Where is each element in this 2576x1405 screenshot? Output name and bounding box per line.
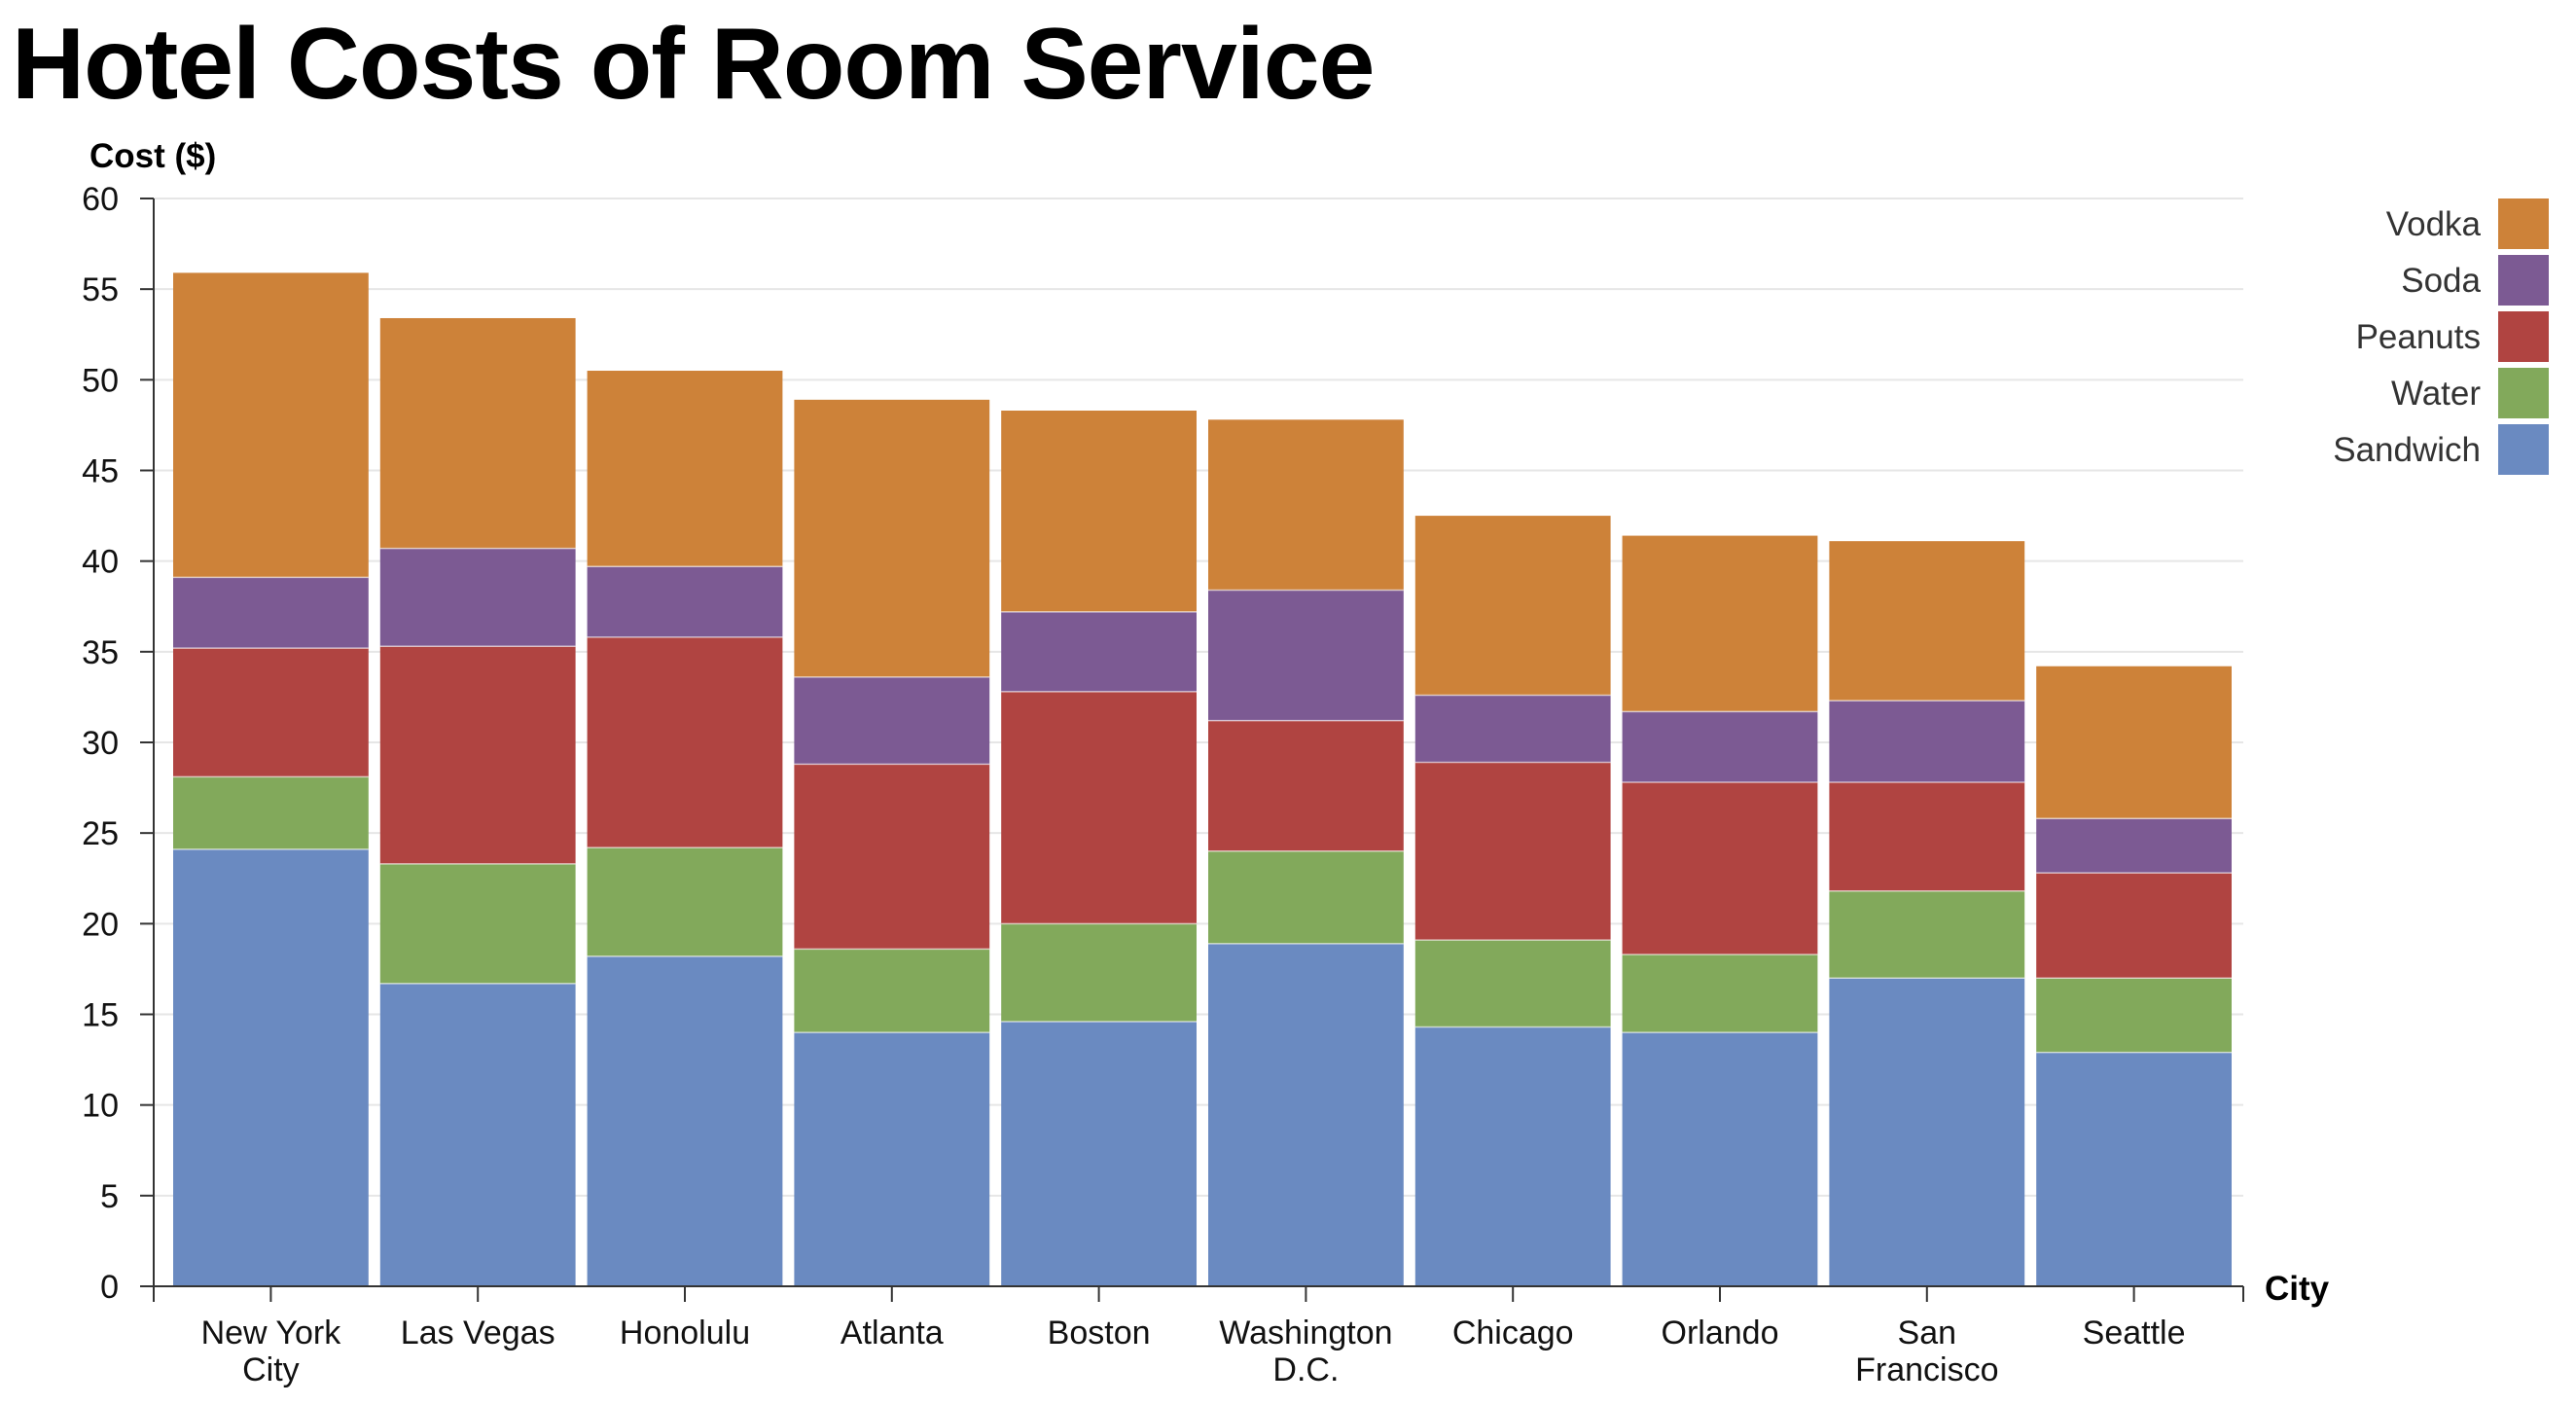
bar-segment-soda (587, 566, 783, 637)
y-tick-label: 30 (82, 725, 119, 762)
bar-segment-peanuts (379, 646, 576, 864)
bar-segment-soda (1414, 695, 1611, 763)
bar-segment-vodka (1829, 541, 2025, 702)
legend-label-vodka: Vodka (2386, 205, 2482, 243)
bar-segment-sandwich (1414, 1027, 1611, 1286)
bar-segment-peanuts (1001, 691, 1197, 924)
bar-segment-water (1829, 890, 2025, 979)
x-tick-label: Chicago (1452, 1315, 1574, 1351)
bar-segment-sandwich (1001, 1021, 1197, 1286)
y-axis-title: Cost ($) (89, 137, 216, 175)
x-tick-label: Honolulu (620, 1315, 750, 1351)
x-tick-label: San Francisco (1855, 1315, 1998, 1388)
bar-segment-sandwich (2036, 1052, 2232, 1286)
x-tick-label: Orlando (1662, 1315, 1779, 1351)
bar-segment-peanuts (1414, 762, 1611, 941)
legend-label-sandwich: Sandwich (2333, 431, 2481, 469)
bar-segment-soda (1829, 701, 2025, 782)
chart-title: Hotel Costs of Room Service (12, 8, 1375, 121)
bar-segment-vodka (173, 272, 369, 578)
bar-segment-water (587, 847, 783, 956)
x-tick-label: Atlanta (841, 1315, 944, 1351)
bar-segment-soda (379, 548, 576, 647)
bar-segment-peanuts (1829, 781, 2025, 891)
bar-segment-vodka (2036, 666, 2232, 819)
bar-segment-sandwich (1829, 978, 2025, 1286)
y-tick-label: 35 (82, 634, 119, 671)
bar-segment-soda (1001, 611, 1197, 692)
bar-segment-water (794, 949, 990, 1033)
bar-segment-water (1414, 940, 1611, 1027)
bar-segment-vodka (1001, 411, 1197, 612)
bar-segment-water (2036, 978, 2232, 1053)
x-tick-label: Washington D.C. (1219, 1315, 1392, 1388)
legend-swatch-vodka (2498, 198, 2549, 249)
bar-segment-peanuts (587, 636, 783, 848)
bars (173, 272, 2232, 1286)
bar-segment-vodka (587, 371, 783, 567)
bar-segment-sandwich (587, 955, 783, 1286)
legend-swatch-peanuts (2498, 311, 2549, 362)
bar-segment-water (173, 776, 369, 849)
legend-label-peanuts: Peanuts (2356, 318, 2481, 356)
y-tick-label: 20 (82, 906, 119, 943)
bar-segment-sandwich (794, 1032, 990, 1286)
bar-segment-soda (794, 676, 990, 765)
bar-segment-sandwich (1208, 943, 1404, 1286)
bar-segment-sandwich (379, 983, 576, 1286)
bar-segment-peanuts (173, 648, 369, 777)
y-tick-label: 5 (100, 1178, 119, 1215)
bar-segment-soda (173, 577, 369, 649)
x-tick-label: New York City (201, 1315, 342, 1388)
y-tick-label: 25 (82, 815, 119, 852)
bar-segment-water (1208, 850, 1404, 944)
bar-segment-water (1001, 923, 1197, 1022)
legend: Vodka Soda Peanuts Water Sandwich (2333, 198, 2549, 475)
axes: 0 5 10 15 20 25 30 35 40 45 50 55 60 New York City Las … (82, 181, 2244, 1388)
bar-segment-water (379, 863, 576, 984)
y-tick-label: 60 (82, 181, 119, 218)
y-tick-label: 0 (100, 1269, 119, 1306)
y-tick-label: 45 (82, 453, 119, 490)
x-tick-label: Seattle (2083, 1315, 2186, 1351)
bar-segment-vodka (1414, 516, 1611, 696)
legend-label-water: Water (2391, 375, 2481, 413)
x-tick-label: Las Vegas (401, 1315, 555, 1351)
bar-segment-sandwich (173, 848, 369, 1286)
x-tick-label: Boston (1048, 1315, 1151, 1351)
bar-segment-vodka (794, 399, 990, 677)
y-tick-label: 50 (82, 362, 119, 399)
bar-segment-sandwich (1622, 1032, 1818, 1286)
legend-swatch-water (2498, 368, 2549, 418)
bar-segment-soda (1622, 711, 1818, 782)
y-tick-label: 55 (82, 271, 119, 308)
y-tick-label: 15 (82, 997, 119, 1034)
bar-segment-peanuts (1622, 781, 1818, 955)
bar-segment-peanuts (1208, 720, 1404, 851)
bar-segment-water (1622, 955, 1818, 1033)
bar-segment-soda (1208, 590, 1404, 721)
y-tick-label: 10 (82, 1088, 119, 1125)
bar-segment-vodka (1208, 419, 1404, 591)
y-tick-label: 40 (82, 544, 119, 581)
bar-segment-vodka (379, 317, 576, 549)
bar-segment-peanuts (2036, 873, 2232, 979)
legend-swatch-soda (2498, 255, 2549, 306)
x-axis-title: City (2265, 1270, 2330, 1308)
bar-segment-peanuts (794, 764, 990, 950)
bar-segment-soda (2036, 818, 2232, 874)
legend-swatch-sandwich (2498, 424, 2549, 475)
legend-label-soda: Soda (2401, 262, 2481, 300)
bar-segment-vodka (1622, 535, 1818, 712)
